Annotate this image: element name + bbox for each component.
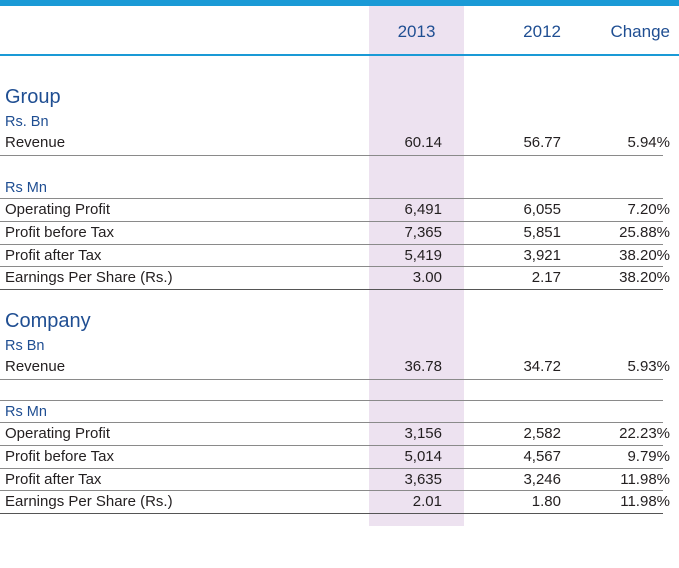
value-2012: 6,055 <box>523 201 561 218</box>
row-divider <box>0 155 663 156</box>
value-2013: 5,014 <box>404 448 442 465</box>
value-2012: 2,582 <box>523 425 561 442</box>
row-label: Profit before Tax <box>5 224 114 241</box>
row-label: Earnings Per Share (Rs.) <box>5 269 173 286</box>
table-row: Profit before Tax 7,365 5,851 25.88% <box>0 222 679 245</box>
row-label: Profit before Tax <box>5 448 114 465</box>
value-2012: 34.72 <box>523 358 561 375</box>
row-divider <box>0 266 663 267</box>
value-2012: 3,921 <box>523 247 561 264</box>
row-divider <box>0 244 663 245</box>
value-change: 5.93% <box>627 358 670 375</box>
table-row: Operating Profit 6,491 6,055 7.20% <box>0 199 679 222</box>
value-change: 9.79% <box>627 448 670 465</box>
unit-label-group-bn: Rs. Bn <box>5 114 49 130</box>
section-end-divider <box>0 513 663 514</box>
column-header-2012: 2012 <box>523 22 561 41</box>
value-2013: 3.00 <box>412 269 442 286</box>
row-label: Earnings Per Share (Rs.) <box>5 493 173 510</box>
value-2012: 2.17 <box>531 269 561 286</box>
row-label: Operating Profit <box>5 425 111 442</box>
value-2013: 36.78 <box>404 358 442 375</box>
value-2013: 5,419 <box>404 247 442 264</box>
table-row: Profit after Tax 3,635 3,246 11.98% <box>0 469 679 492</box>
value-2012: 56.77 <box>523 134 561 151</box>
header-divider <box>0 54 679 56</box>
row-divider <box>0 490 663 491</box>
table-row-group-revenue: Revenue 60.14 56.77 5.94% <box>0 132 679 155</box>
table-row: Operating Profit 3,156 2,582 22.23% <box>0 423 679 446</box>
row-divider <box>0 445 663 446</box>
value-change: 11.98% <box>620 471 670 488</box>
value-change: 25.88% <box>619 224 670 241</box>
unit-label-company-mn: Rs Mn <box>5 404 47 420</box>
row-divider <box>0 422 663 423</box>
row-divider <box>0 468 663 469</box>
row-divider <box>0 198 663 199</box>
value-2012: 5,851 <box>523 224 561 241</box>
row-divider <box>0 221 663 222</box>
value-change: 5.94% <box>627 134 670 151</box>
value-2012: 1.80 <box>531 493 561 510</box>
table-row: Earnings Per Share (Rs.) 3.00 2.17 38.20… <box>0 267 679 290</box>
value-change: 38.20% <box>619 269 670 286</box>
value-2013: 60.14 <box>404 134 442 151</box>
row-label: Profit after Tax <box>5 247 102 264</box>
row-divider <box>0 400 663 401</box>
table-row: Earnings Per Share (Rs.) 2.01 1.80 11.98… <box>0 491 679 514</box>
row-label: Revenue <box>5 134 66 151</box>
value-2013: 7,365 <box>404 224 442 241</box>
row-divider <box>0 379 663 380</box>
table-row-company-revenue: Revenue 36.78 34.72 5.93% <box>0 356 679 379</box>
column-header-change: Change <box>610 22 670 41</box>
value-change: 38.20% <box>619 247 670 264</box>
table-row: Profit after Tax 5,419 3,921 38.20% <box>0 245 679 268</box>
value-2013: 2.01 <box>412 493 442 510</box>
table-row: Profit before Tax 5,014 4,567 9.79% <box>0 446 679 469</box>
value-2013: 3,635 <box>404 471 442 488</box>
top-accent-bar <box>0 0 679 6</box>
section-end-divider <box>0 289 663 290</box>
section-title-group: Group <box>5 86 61 108</box>
unit-label-group-mn: Rs Mn <box>5 180 47 196</box>
row-label: Revenue <box>5 358 66 375</box>
column-header-2013: 2013 <box>397 22 436 41</box>
value-2012: 3,246 <box>523 471 561 488</box>
value-2013: 3,156 <box>404 425 442 442</box>
row-label: Profit after Tax <box>5 471 102 488</box>
value-2013: 6,491 <box>404 201 442 218</box>
section-title-company: Company <box>5 310 91 332</box>
value-change: 7.20% <box>627 201 670 218</box>
row-label: Operating Profit <box>5 201 111 218</box>
value-change: 11.98% <box>620 493 670 510</box>
value-change: 22.23% <box>619 425 670 442</box>
value-2012: 4,567 <box>523 448 561 465</box>
unit-label-company-bn: Rs Bn <box>5 338 45 354</box>
